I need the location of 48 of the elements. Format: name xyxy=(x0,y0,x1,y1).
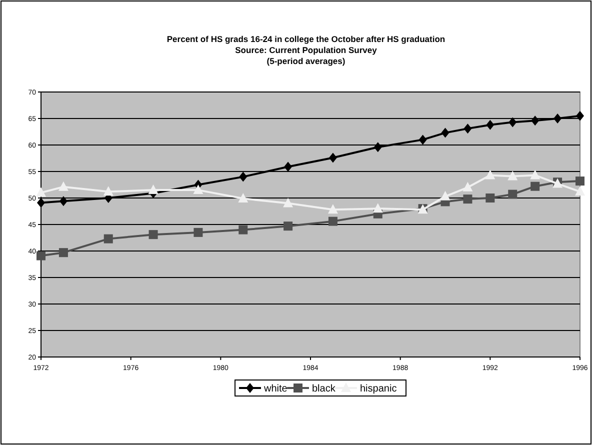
point xyxy=(530,170,540,180)
point xyxy=(463,194,472,204)
point xyxy=(36,187,46,197)
point xyxy=(37,198,45,208)
point xyxy=(530,182,540,191)
point xyxy=(239,172,248,182)
point xyxy=(58,181,68,191)
point xyxy=(531,116,540,126)
text: (5-period averages) xyxy=(266,56,346,66)
chart-title: Percent of HS grads 16-24 in college the October after HS graduation xyxy=(166,34,446,44)
point xyxy=(508,117,517,128)
point xyxy=(103,186,114,196)
point xyxy=(486,120,494,130)
point xyxy=(58,248,68,258)
point xyxy=(575,186,585,196)
point xyxy=(193,184,204,194)
point xyxy=(238,225,248,234)
point xyxy=(576,176,584,186)
point xyxy=(374,142,382,152)
point xyxy=(508,190,518,199)
point xyxy=(148,184,158,194)
point xyxy=(576,110,584,121)
legend-label: black xyxy=(312,384,336,394)
legend-label: white xyxy=(263,384,288,394)
point xyxy=(36,251,46,260)
point xyxy=(283,198,294,208)
point xyxy=(59,196,68,206)
point xyxy=(284,162,292,172)
point xyxy=(440,190,450,200)
point xyxy=(104,234,113,244)
point xyxy=(418,134,427,145)
legend-label: hispanic xyxy=(360,384,397,394)
point xyxy=(485,170,496,180)
point xyxy=(372,203,383,213)
point xyxy=(328,216,338,226)
point xyxy=(508,170,518,180)
point xyxy=(194,228,203,237)
text: Source: Current Population Survey xyxy=(235,45,377,55)
point xyxy=(462,182,473,192)
point xyxy=(464,124,472,134)
point xyxy=(486,194,495,202)
point xyxy=(441,128,450,138)
point xyxy=(148,230,158,240)
point xyxy=(284,222,293,231)
point xyxy=(328,152,337,163)
point xyxy=(554,114,562,124)
point xyxy=(328,204,338,214)
point xyxy=(238,193,248,203)
